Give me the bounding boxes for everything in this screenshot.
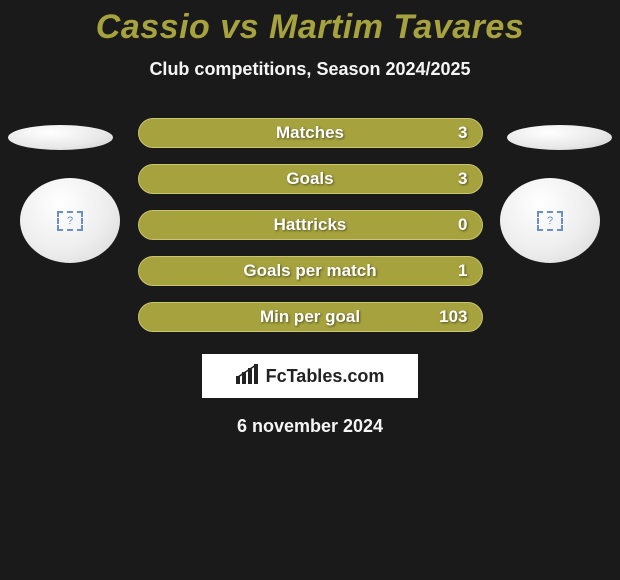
stat-value: 1 <box>458 261 467 281</box>
stat-label: Goals per match <box>139 261 482 281</box>
stats-bar-list: Matches 3 Goals 3 Hattricks 0 Goals per … <box>0 118 620 332</box>
stat-bar-hattricks: Hattricks 0 <box>138 210 483 240</box>
page-title: Cassio vs Martim Tavares <box>0 0 620 47</box>
stat-bar-goals: Goals 3 <box>138 164 483 194</box>
bar-chart-icon <box>236 364 260 389</box>
stat-label: Matches <box>139 123 482 143</box>
stat-label: Hattricks <box>139 215 482 235</box>
page-subtitle: Club competitions, Season 2024/2025 <box>0 59 620 80</box>
stat-bar-goals-per-match: Goals per match 1 <box>138 256 483 286</box>
brand-logo: FcTables.com <box>202 354 418 398</box>
stat-value: 3 <box>458 169 467 189</box>
stat-bar-min-per-goal: Min per goal 103 <box>138 302 483 332</box>
brand-logo-text: FcTables.com <box>266 366 385 387</box>
stat-bar-matches: Matches 3 <box>138 118 483 148</box>
stat-label: Goals <box>139 169 482 189</box>
stat-value: 0 <box>458 215 467 235</box>
stat-value: 3 <box>458 123 467 143</box>
date-text: 6 november 2024 <box>0 416 620 437</box>
stat-value: 103 <box>439 307 467 327</box>
stat-label: Min per goal <box>139 307 482 327</box>
